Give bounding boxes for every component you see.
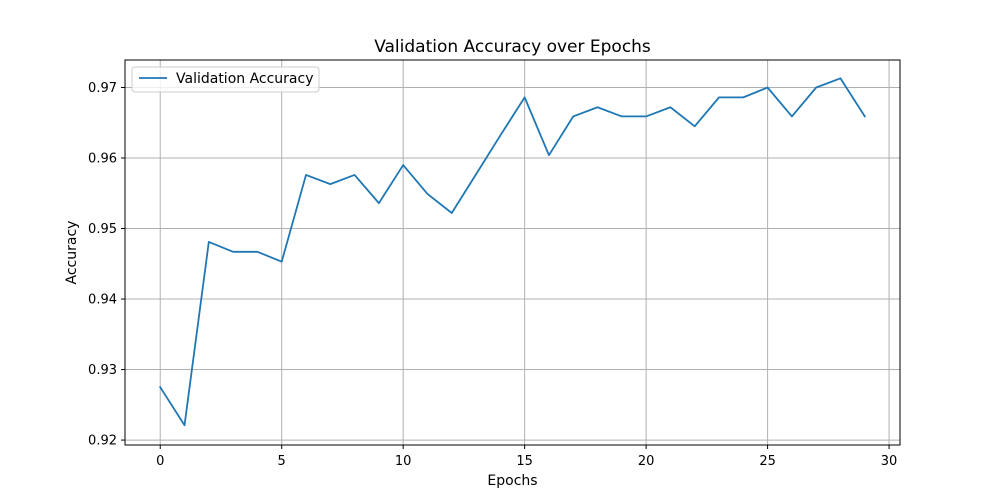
chart-title: Validation Accuracy over Epochs — [374, 37, 651, 57]
series-layer — [158, 77, 867, 427]
x-tick-label: 0 — [156, 454, 164, 469]
y-tick-label: 0.93 — [88, 363, 117, 378]
y-tick-label: 0.95 — [88, 222, 117, 237]
y-tick-label: 0.94 — [88, 293, 117, 308]
legend-box — [131, 66, 320, 93]
y-axis-label: Accuracy — [64, 221, 80, 285]
ticks: 0 5 10 15 20 25 30 0.92 0.93 0.94 0.95 0.96 0.97 — [88, 81, 897, 469]
y-tick-label: 0.96 — [88, 152, 117, 167]
series-line-validation-accuracy — [158, 77, 867, 427]
y-tick-label: 0.92 — [88, 434, 117, 449]
plot-frame — [124, 59, 901, 446]
legend-label: Validation Accuracy — [176, 71, 314, 87]
x-axis-label: Epochs — [487, 473, 537, 489]
x-tick-label: 30 — [881, 454, 898, 469]
x-tick-label: 10 — [395, 454, 412, 469]
x-tick-label: 15 — [516, 454, 533, 469]
y-tick-label: 0.97 — [88, 81, 117, 96]
x-tick-label: 20 — [638, 454, 655, 469]
x-tick-label: 5 — [278, 454, 286, 469]
grid-lines — [125, 60, 900, 445]
legend: Validation Accuracy — [131, 66, 320, 93]
x-tick-label: 25 — [759, 454, 776, 469]
